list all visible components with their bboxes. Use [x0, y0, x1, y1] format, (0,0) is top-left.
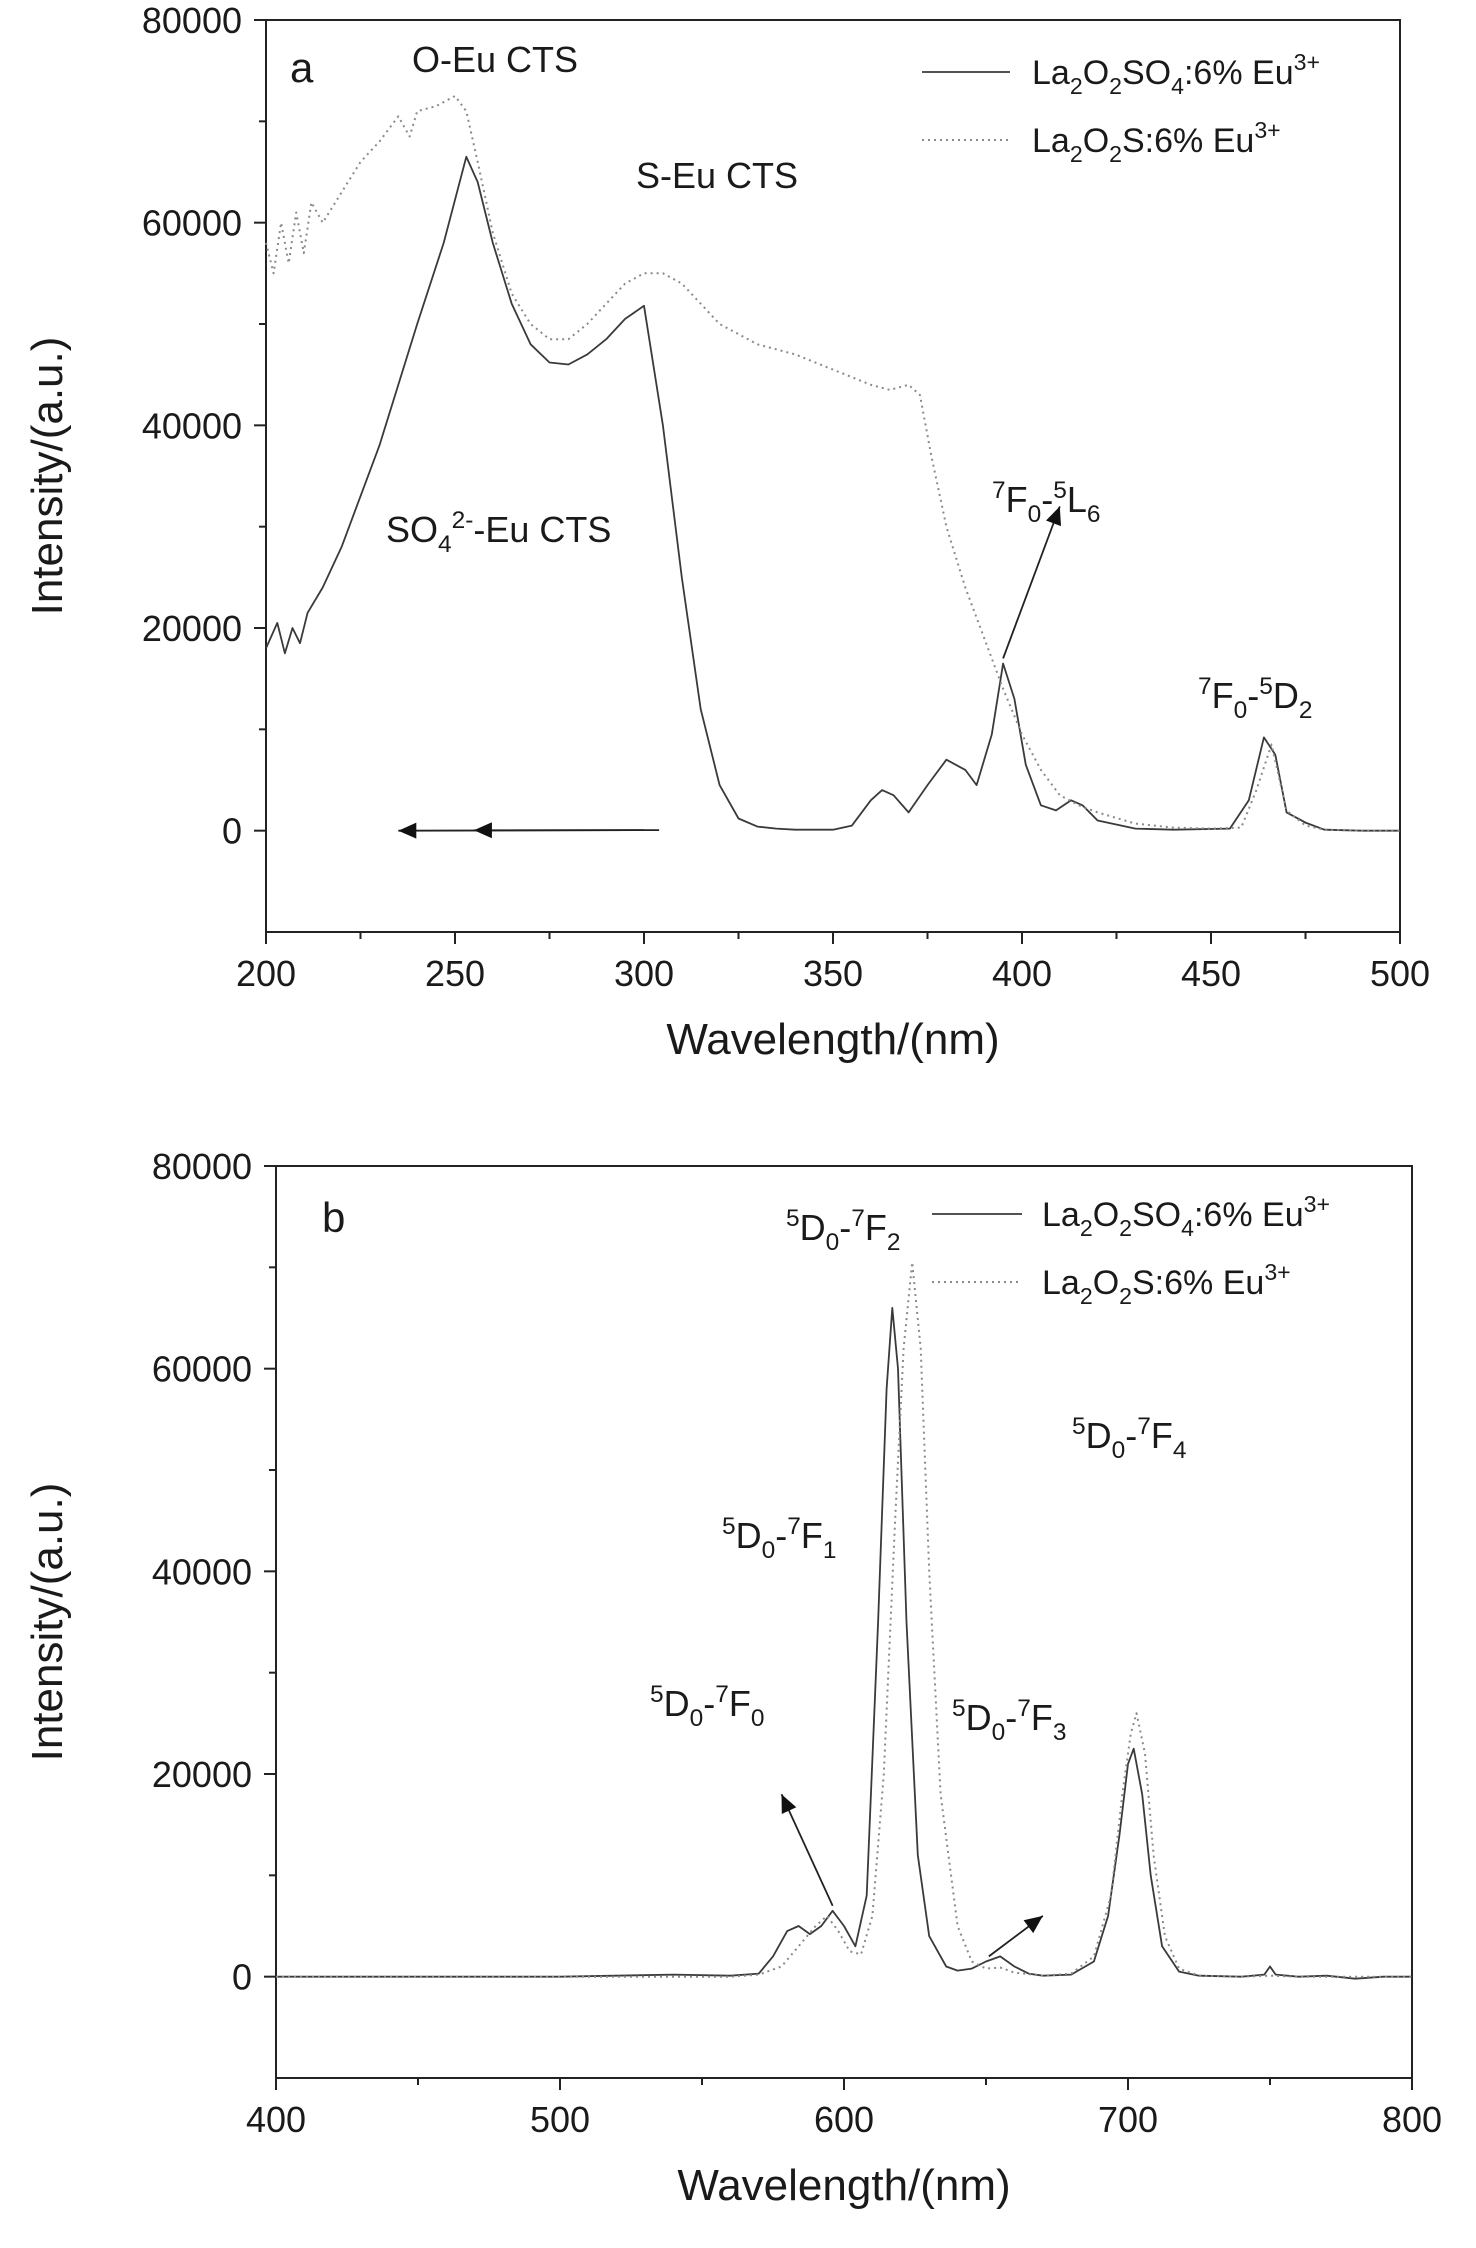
annotation-label: 5D0-7F0 — [650, 1681, 764, 1732]
y-axis-label: Intensity/(a.u.) — [23, 1483, 72, 1762]
x-tick-label: 450 — [1181, 953, 1241, 994]
annotation-label: S-Eu CTS — [636, 155, 798, 196]
series-line-la2o2so4 — [265, 155, 1400, 832]
annotation-label: 5D0-7F4 — [1072, 1413, 1186, 1464]
arrow-5d0-7f1 — [780, 1793, 834, 1907]
series-line-la2o2s — [265, 95, 1400, 832]
y-tick-label: 20000 — [152, 1754, 252, 1795]
x-tick-label: 400 — [992, 953, 1052, 994]
arrow-7f0-5l6 — [1002, 506, 1061, 659]
y-tick-label: 60000 — [152, 1349, 252, 1390]
series-line-la2o2so4 — [276, 1307, 1412, 1980]
y-tick-label: 40000 — [152, 1551, 252, 1592]
x-tick-label: 300 — [614, 953, 674, 994]
x-axis-label: Wavelength/(nm) — [677, 2161, 1010, 2210]
legend-entry: La2O2SO4:6% Eu3+ — [1032, 49, 1320, 99]
x-tick-label: 500 — [530, 2099, 590, 2140]
series-line-la2o2s — [276, 1261, 1412, 1978]
annotation-label: 7F0-5D2 — [1198, 673, 1312, 724]
arrow-head — [1023, 1915, 1043, 1934]
annotation-label: 5D0-7F3 — [952, 1695, 1066, 1746]
arrow-head — [473, 822, 492, 839]
panel-b: 400 500 600 700 800 0 20000 40000 60000 80000 Wave… — [23, 1146, 1442, 2210]
x-axis-label: Wavelength/(nm) — [666, 1015, 999, 1064]
arrow-head — [781, 1794, 797, 1814]
y-axis-label: Intensity/(a.u.) — [23, 337, 72, 616]
annotation-label: 5D0-7F2 — [786, 1205, 900, 1256]
y-tick-label: 40000 — [142, 405, 242, 446]
legend-entry: La2O2S:6% Eu3+ — [1042, 1259, 1291, 1309]
annotation-label: 7F0-5L6 — [992, 477, 1100, 528]
annotation-label: O-Eu CTS — [412, 39, 578, 80]
panel-label: a — [290, 44, 314, 91]
x-tick-label: 350 — [803, 953, 863, 994]
arrow-head — [1046, 506, 1061, 527]
y-tick-label: 80000 — [142, 0, 242, 41]
panel-label: b — [322, 1194, 345, 1241]
arrow-head — [398, 822, 417, 839]
y-tick-label: 0 — [232, 1957, 252, 1998]
y-tick-label: 60000 — [142, 203, 242, 244]
x-tick-label: 200 — [236, 953, 296, 994]
panel-a: 200 250 300 350 400 450 500 0 20000 40000 60000 800… — [23, 0, 1430, 1064]
y-tick-label: 20000 — [142, 608, 242, 649]
x-tick-label: 400 — [246, 2099, 306, 2140]
x-tick-label: 700 — [1098, 2099, 1158, 2140]
y-tick-label: 80000 — [152, 1146, 252, 1187]
plot-frame — [275, 1165, 1413, 2079]
legend-entry: La2O2SO4:6% Eu3+ — [1042, 1191, 1330, 1241]
x-tick-label: 800 — [1382, 2099, 1442, 2140]
annotation-label: 5D0-7F1 — [722, 1513, 836, 1564]
legend-entry: La2O2S:6% Eu3+ — [1032, 117, 1281, 167]
x-tick-label: 250 — [425, 953, 485, 994]
annotation-label: SO42--Eu CTS — [386, 507, 611, 558]
x-tick-label: 500 — [1370, 953, 1430, 994]
y-tick-label: 0 — [222, 811, 242, 852]
x-tick-label: 600 — [814, 2099, 874, 2140]
